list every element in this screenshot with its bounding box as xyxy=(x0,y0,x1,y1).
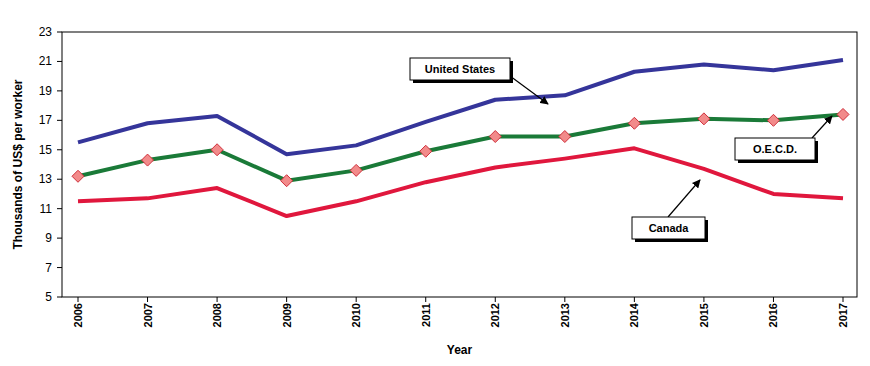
y-axis-label: Thousands of US$ per worker xyxy=(11,79,25,249)
y-tick xyxy=(57,297,62,298)
y-tick-label: 7 xyxy=(45,261,52,275)
callout-box xyxy=(735,138,815,160)
x-tick xyxy=(634,297,635,302)
marker xyxy=(211,144,223,156)
x-tick-label: 2006 xyxy=(72,303,84,327)
y-tick xyxy=(57,61,62,62)
marker xyxy=(559,131,571,143)
y-tick-label: 17 xyxy=(39,113,53,127)
x-tick-label: 2014 xyxy=(628,302,640,327)
x-tick xyxy=(78,297,79,302)
x-tick xyxy=(217,297,218,302)
y-tick-label: 15 xyxy=(39,143,53,157)
marker xyxy=(837,108,849,120)
x-tick xyxy=(425,297,426,302)
callout-arrow xyxy=(812,116,832,138)
x-tick xyxy=(356,297,357,302)
x-axis-label: Year xyxy=(447,343,473,357)
marker xyxy=(489,131,501,143)
x-tick xyxy=(703,297,704,302)
x-tick-label: 2011 xyxy=(420,303,432,327)
y-tick xyxy=(57,208,62,209)
callout-arrow xyxy=(510,76,548,104)
y-tick xyxy=(57,32,62,33)
x-tick-label: 2007 xyxy=(142,303,154,327)
y-tick-label: 21 xyxy=(39,54,53,68)
y-tick xyxy=(57,267,62,268)
y-tick-label: 23 xyxy=(39,25,53,39)
y-tick-label: 5 xyxy=(45,290,52,304)
plot-data xyxy=(72,60,849,216)
marker xyxy=(350,164,362,176)
x-tick-label: 2013 xyxy=(559,303,571,327)
marker xyxy=(420,145,432,157)
y-tick xyxy=(57,90,62,91)
x-tick xyxy=(773,297,774,302)
chart: 5 7 9 11 13 15 17 19 21 23 2006 2007 2008 2009 2010 201… xyxy=(0,0,870,366)
series-label: Canada xyxy=(649,222,690,234)
marker xyxy=(281,175,293,187)
x-tick-label: 2017 xyxy=(837,303,849,327)
series-label: O.E.C.D. xyxy=(753,143,797,155)
x-tick-label: 2012 xyxy=(489,303,501,327)
marker xyxy=(628,117,640,129)
marker xyxy=(698,113,710,125)
x-tick-label: 2016 xyxy=(767,303,779,327)
marker xyxy=(767,114,779,126)
y-tick-label: 13 xyxy=(39,172,53,186)
marker xyxy=(142,154,154,166)
x-tick xyxy=(564,297,565,302)
y-tick xyxy=(57,179,62,180)
x-tick xyxy=(147,297,148,302)
y-tick xyxy=(57,238,62,239)
series-label: United States xyxy=(425,63,495,75)
series-line xyxy=(78,60,843,154)
callout-box xyxy=(410,58,510,80)
y-tick-label: 11 xyxy=(40,202,53,216)
callout-box xyxy=(632,217,705,239)
x-tick-label: 2009 xyxy=(281,303,293,327)
x-tick-label: 2015 xyxy=(698,303,710,327)
y-tick xyxy=(57,149,62,150)
y-tick-label: 9 xyxy=(45,231,52,245)
x-tick-label: 2010 xyxy=(350,303,362,327)
x-tick-label: 2008 xyxy=(211,303,223,327)
y-tick xyxy=(57,120,62,121)
y-tick-label: 19 xyxy=(39,84,53,98)
x-tick xyxy=(843,297,844,302)
x-tick xyxy=(495,297,496,302)
series-line xyxy=(78,148,843,216)
plot-frame xyxy=(62,32,857,297)
marker xyxy=(72,170,84,182)
callout-arrow xyxy=(668,180,700,217)
series-line xyxy=(78,114,843,180)
x-tick xyxy=(286,297,287,302)
